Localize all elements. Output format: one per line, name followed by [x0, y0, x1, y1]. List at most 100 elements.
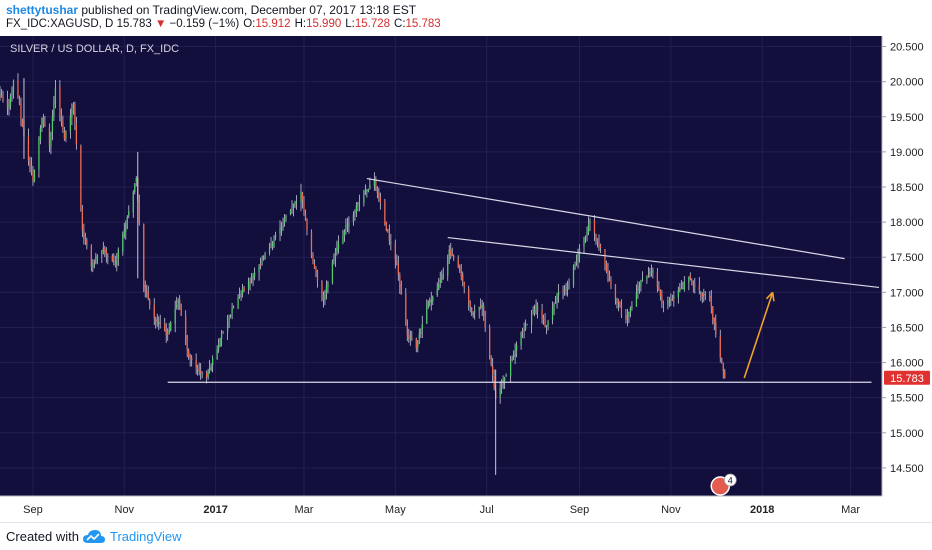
candle-body [249, 281, 251, 283]
candle-body [27, 136, 30, 161]
candle-body [195, 360, 197, 369]
candle-body [689, 275, 691, 279]
candle-body [547, 321, 549, 327]
candle-body [578, 247, 581, 255]
candle-body [671, 298, 673, 301]
candle-body [122, 234, 124, 252]
candle-body [484, 318, 486, 328]
y-tick-label: 14.500 [890, 463, 924, 475]
candle-body [247, 281, 250, 290]
candle-body [724, 371, 726, 378]
candle-body [212, 358, 214, 366]
candle-body [65, 130, 67, 139]
candle-body [18, 97, 21, 105]
ohlc-line: FX_IDC:XAGUSD, D 15.783 ▼ −0.159 (−1%) O:… [6, 18, 441, 30]
x-tick-label: Nov [661, 504, 681, 516]
candle-body [662, 300, 665, 305]
candle-body [271, 243, 274, 247]
candle-body [228, 317, 230, 322]
candle-body [679, 288, 681, 292]
author-link[interactable]: shettytushar [6, 3, 79, 17]
candle-body [505, 374, 507, 377]
candle-body [60, 115, 63, 122]
candle-body [250, 276, 253, 283]
candle-body [285, 215, 287, 219]
candle-body [420, 331, 422, 334]
candle-body [589, 220, 591, 224]
price-chart[interactable]: Sep Nov 2017 Mar May Jul Sep Nov 2018 Mar 14.500 15… [0, 36, 932, 522]
x-tick-label: Sep [570, 504, 590, 516]
candle-body [635, 292, 638, 307]
candle-body [667, 300, 669, 306]
y-tick-label: 19.000 [890, 147, 924, 159]
candles [0, 73, 726, 404]
candle-body [438, 283, 440, 290]
close-label: C: [394, 18, 406, 30]
x-tick-label: Jul [480, 504, 494, 516]
candle-body [259, 264, 262, 266]
candle-body [270, 245, 272, 247]
candle-body [241, 288, 244, 294]
candle-body [692, 284, 694, 286]
candle-body [384, 201, 386, 224]
candle-body [274, 234, 277, 238]
chart-header: shettytushar published on TradingView.co… [0, 0, 932, 34]
candle-body [62, 121, 64, 130]
trendline-resistance-lower [447, 236, 880, 289]
candle-body [562, 290, 564, 292]
candle-body [38, 138, 40, 170]
candle-body [429, 300, 431, 302]
x-tick-label: Mar [295, 504, 314, 516]
candle-body [709, 296, 711, 298]
candle-body [185, 316, 187, 338]
footer: Created with TradingView [0, 522, 932, 550]
candle-body [322, 294, 325, 301]
candle-body [512, 354, 515, 357]
low-label: L: [345, 18, 355, 30]
candle-body [583, 237, 585, 247]
event-count-label: 4 [728, 476, 733, 486]
candle-body [198, 369, 200, 372]
candle-body [116, 260, 118, 265]
candle-body [17, 80, 19, 98]
candle-body [167, 333, 169, 336]
candle-body [523, 330, 525, 332]
candle-body [551, 308, 554, 321]
candle-body [240, 292, 242, 294]
candle-body [313, 263, 316, 269]
candle-body [626, 314, 629, 320]
time-axis [0, 496, 882, 522]
candle-body [179, 299, 181, 309]
candle-body [144, 285, 146, 292]
candle-body [72, 104, 75, 109]
candle-body [565, 288, 567, 291]
candle-body [584, 235, 587, 237]
candle-body [468, 288, 470, 303]
x-tick-label: Sep [23, 504, 43, 516]
candle-body [554, 301, 557, 304]
candle-body [366, 189, 368, 193]
candle-body [165, 330, 167, 336]
tradingview-brand-link[interactable]: TradingView [110, 529, 182, 544]
candle-body [200, 370, 202, 374]
candle-body [504, 377, 506, 382]
candle-body [209, 368, 211, 370]
candle-body [188, 350, 190, 357]
y-tick-label: 19.500 [890, 112, 924, 124]
candle-body [701, 293, 703, 297]
candle-body [54, 87, 57, 104]
candle-body [81, 209, 83, 231]
candle-body [337, 242, 340, 250]
candle-body [409, 337, 411, 339]
candle-body [650, 271, 653, 273]
candle-body [448, 249, 450, 257]
low-value: 15.728 [354, 18, 391, 30]
y-tick-label: 17.000 [890, 287, 924, 299]
candle-body [536, 305, 539, 312]
candle-body [659, 289, 662, 296]
candle-body [42, 117, 45, 124]
candle-body [490, 355, 492, 365]
candle-body [143, 224, 145, 288]
candle-body [408, 334, 410, 339]
candle-body [96, 255, 98, 259]
